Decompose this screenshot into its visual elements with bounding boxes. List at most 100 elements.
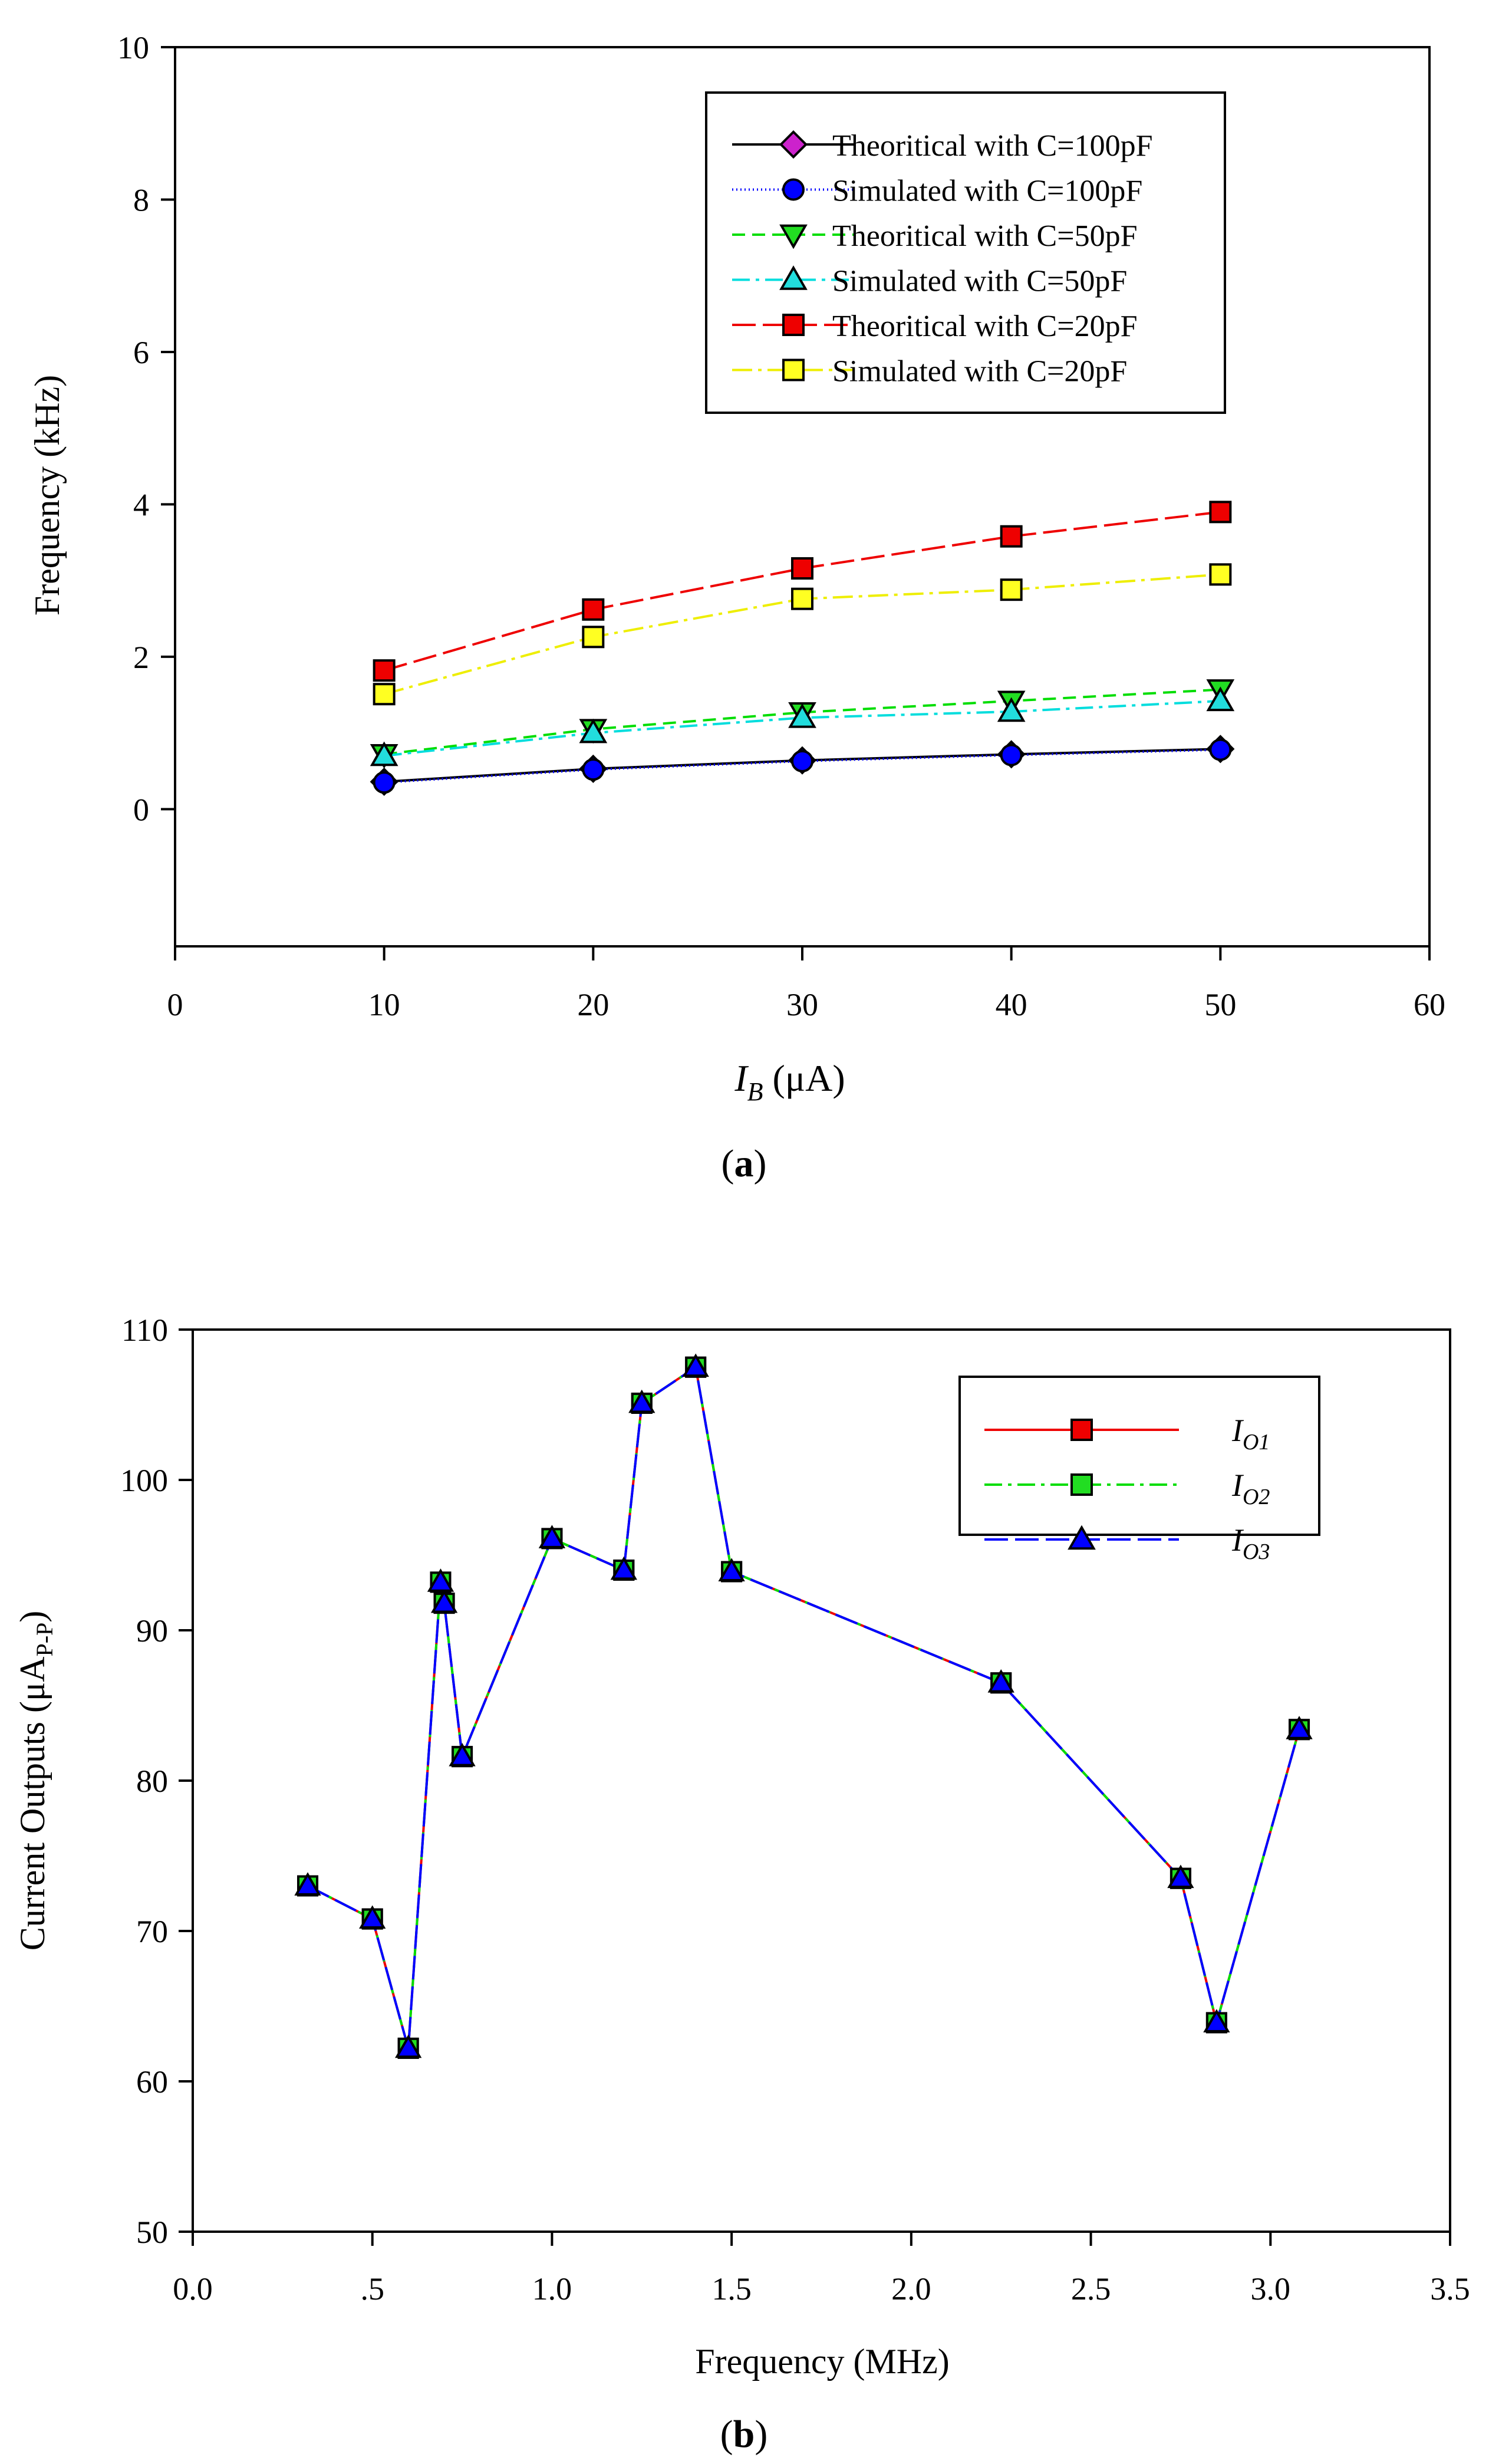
data-point-a: [791, 587, 813, 610]
panel-label-letter: b: [733, 2413, 755, 2456]
y-tick-label-a: 6: [133, 335, 149, 370]
x-tick-label-b: .5: [360, 2271, 384, 2307]
legend-label-a: Theoritical with C=100pF: [832, 129, 1153, 163]
x-tick-label-b: 3.5: [1430, 2271, 1470, 2307]
series-line-b: [307, 1365, 1300, 2049]
data-point-a: [997, 697, 1026, 722]
legend-marker-b: [1070, 1473, 1093, 1496]
data-point-a: [582, 758, 605, 781]
legend-marker-b: [1070, 1419, 1093, 1441]
y-tick-label-b: 60: [136, 2064, 168, 2100]
legend-label-var-b: I: [1231, 1522, 1244, 1558]
y-tick-label-a: 2: [133, 640, 149, 675]
y-axis-title-close-b: ): [13, 1611, 52, 1623]
data-point-b: [628, 1389, 655, 1413]
y-tick-label-a: 10: [117, 30, 149, 65]
y-tick-label-a: 0: [133, 792, 149, 827]
x-tick-label-b: 1.0: [532, 2271, 572, 2307]
data-point-b: [1167, 1864, 1194, 1889]
data-point-a: [582, 598, 605, 621]
legend-label-a: Theoritical with C=20pF: [832, 310, 1138, 343]
legend-marker-a: [782, 178, 805, 201]
panel-label-b: (b): [720, 2413, 768, 2456]
y-tick-label-a: 4: [133, 487, 149, 522]
y-axis-title-b: Current Outputs (μAP-P): [13, 1611, 58, 1951]
x-tick-label-a: 20: [577, 987, 609, 1022]
panel-label-a: (a): [722, 1142, 767, 1185]
data-point-a: [1209, 738, 1232, 761]
x-tick-label-b: 2.0: [891, 2271, 931, 2307]
legend-marker-a: [779, 130, 808, 159]
series-line-a: [384, 748, 1221, 784]
y-tick-label-b: 80: [136, 1764, 168, 1799]
x-tick-label-a: 60: [1414, 987, 1445, 1022]
y-tick-label-b: 50: [136, 2215, 168, 2250]
legend-label-var-b: I: [1231, 1468, 1244, 1503]
x-tick-label-b: 0.0: [173, 2271, 213, 2307]
x-tick-label-b: 2.5: [1071, 2271, 1111, 2307]
data-point-b: [395, 2034, 422, 2058]
x-tick-label-a: 0: [167, 987, 183, 1022]
legend-label-a: Simulated with C=50pF: [832, 265, 1127, 298]
panel-label-paren: ): [755, 2413, 767, 2456]
data-point-a: [373, 683, 396, 706]
x-axis-title-a: IB (μA): [734, 1057, 845, 1106]
legend-label-a: Theoritical with C=50pF: [832, 219, 1138, 253]
panel-label-paren: (: [722, 1142, 734, 1185]
data-point-b: [294, 1872, 321, 1896]
x-tick-label-a: 30: [786, 987, 818, 1022]
legend-label-b: IO1: [1231, 1413, 1270, 1455]
legend-marker-a: [779, 224, 808, 249]
x-tick-label-a: 10: [368, 987, 400, 1022]
data-point-a: [791, 557, 813, 580]
legend-label-sub-b: O1: [1243, 1430, 1270, 1455]
x-axis-title-sub-a: B: [747, 1077, 763, 1106]
legend-marker-a: [779, 265, 808, 290]
data-point-b: [987, 1669, 1014, 1693]
data-point-b: [359, 1905, 386, 1929]
y-tick-label-b: 100: [120, 1463, 168, 1498]
data-point-a: [582, 626, 605, 649]
legend-box-b: [958, 1376, 1320, 1536]
legend-marker-a: [782, 358, 805, 381]
panel-label-letter: a: [734, 1142, 754, 1185]
legend-label-a: Simulated with C=20pF: [832, 355, 1127, 389]
x-tick-label-a: 40: [996, 987, 1027, 1022]
y-axis-title-sub-b: P-P: [31, 1623, 58, 1657]
panel-label-paren: ): [754, 1142, 767, 1185]
legend-label-b: IO3: [1231, 1522, 1270, 1564]
x-axis-title-unit-a: (μA): [763, 1057, 845, 1099]
data-point-a: [370, 741, 398, 766]
data-point-b: [682, 1353, 709, 1377]
data-point-a: [1209, 501, 1232, 524]
data-point-a: [791, 749, 813, 772]
data-point-a: [788, 703, 816, 728]
data-point-b: [718, 1558, 745, 1581]
series-line-a: [384, 688, 1221, 756]
x-axis-title-var-a: I: [734, 1057, 749, 1099]
y-tick-label-b: 90: [136, 1613, 168, 1649]
data-point-a: [1209, 563, 1232, 586]
data-point-a: [579, 718, 608, 744]
legend-label-a: Simulated with C=100pF: [832, 175, 1142, 208]
panel-label-paren: (: [720, 2413, 733, 2456]
panel-b-chart: 0.0 .5 1.0 1.5 2.0 2.5 3.0 3.5 50 60 70 80 90 100 110 C…: [13, 1312, 1470, 2456]
data-point-b: [430, 1589, 458, 1613]
x-axis-title-b: Frequency (MHz): [695, 2342, 950, 2381]
y-tick-label-a: 8: [133, 182, 149, 218]
x-tick-label-a: 50: [1204, 987, 1236, 1022]
data-point-a: [1000, 578, 1023, 601]
data-point-b: [610, 1556, 637, 1580]
data-point-b: [1286, 1716, 1313, 1739]
legend-label-var-b: I: [1231, 1413, 1244, 1448]
legend-marker-a: [782, 314, 805, 336]
x-tick-label-b: 1.5: [711, 2271, 752, 2307]
data-point-a: [1000, 744, 1023, 766]
legend-marker-b: [1068, 1525, 1096, 1550]
y-tick-label-b: 70: [136, 1914, 168, 1949]
data-point-a: [373, 659, 396, 682]
legend-label-b: IO2: [1231, 1468, 1270, 1509]
y-axis-title-main-b: Current Outputs (μA: [13, 1657, 52, 1951]
x-tick-label-b: 3.0: [1251, 2271, 1291, 2307]
legend-label-sub-b: O3: [1243, 1539, 1270, 1564]
